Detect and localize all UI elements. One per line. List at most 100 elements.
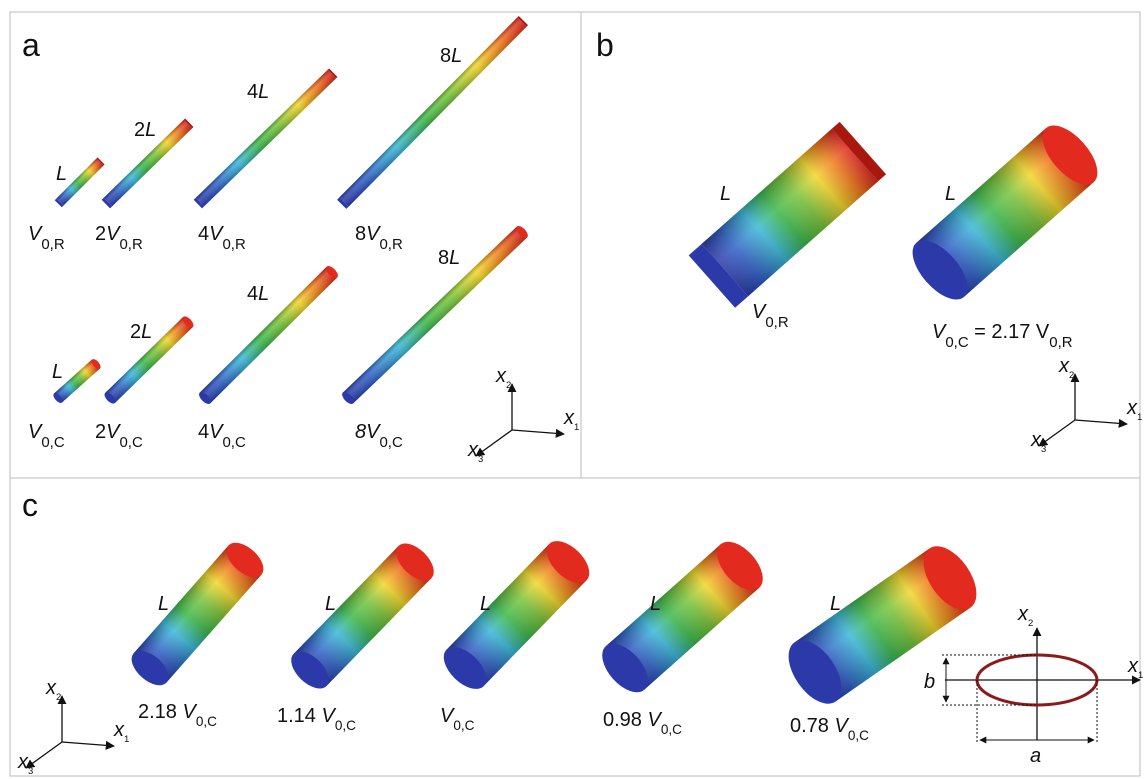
axis-label: x2 xyxy=(1017,603,1033,629)
text-part: 0,C xyxy=(196,714,217,729)
length-label: 2L xyxy=(130,321,152,343)
volume-label: 2.18 V0,C xyxy=(138,701,217,729)
text-part: 8 xyxy=(355,223,366,245)
text-part: 2 xyxy=(56,692,61,703)
axis-label: x1 xyxy=(113,719,129,745)
text-part: 1 xyxy=(1137,412,1142,423)
text-part: 0,C xyxy=(335,718,356,733)
text-part: 3 xyxy=(28,766,33,777)
text-part: 0.98 xyxy=(603,709,647,731)
volume-label: V0,C = 2.17 V0,R xyxy=(932,321,1073,351)
text-part: L xyxy=(480,593,491,615)
text-part: 0,R xyxy=(222,236,245,253)
text-part: 2 xyxy=(95,421,106,443)
rod xyxy=(689,122,886,308)
text-part: 0,C xyxy=(222,434,245,451)
text-part: L xyxy=(650,593,661,615)
text-part: 4 xyxy=(247,81,258,103)
length-label: 4L xyxy=(247,81,269,103)
text-part: 0,R xyxy=(379,236,402,253)
text-part: 0,C xyxy=(453,718,474,733)
dimension-label: a xyxy=(1030,745,1041,767)
volume-label: 4V0,C xyxy=(198,421,246,451)
text-part: 2 xyxy=(1028,618,1033,629)
text-part: 0,R xyxy=(765,314,788,331)
text-part: 0,C xyxy=(848,728,869,743)
text-part: 2 xyxy=(134,119,145,141)
volume-label: 1.14 V0,C xyxy=(277,705,356,733)
rod-shade xyxy=(339,17,526,206)
text-part: 2 xyxy=(130,321,141,343)
text-part: 8 xyxy=(355,421,366,443)
text-part: 2 xyxy=(95,223,106,245)
rod xyxy=(778,537,987,713)
length-label: L xyxy=(52,361,63,383)
figure: abcLV0,R2L2V0,R4L4V0,R8L8V0,RLV0,C2L2V0,… xyxy=(0,0,1144,779)
dimension-label: b xyxy=(924,671,935,693)
panel-label: c xyxy=(22,487,38,523)
text-part: 0,R xyxy=(1049,334,1072,351)
axis-label: x2 xyxy=(495,365,511,391)
volume-label: V0,C xyxy=(440,705,475,733)
text-part: 2 xyxy=(1069,370,1074,381)
text-part: 4 xyxy=(247,283,258,305)
length-label: 4L xyxy=(247,283,269,305)
volume-label: V0,R xyxy=(28,223,65,253)
axis-arrow xyxy=(1075,420,1127,424)
text-part: b xyxy=(924,671,935,693)
volume-label: V0,C xyxy=(28,421,65,451)
text-part: 0,R xyxy=(41,236,64,253)
text-part: L xyxy=(52,361,63,383)
rod xyxy=(285,537,441,696)
text-part: 1 xyxy=(124,734,129,745)
length-label: L xyxy=(945,183,956,205)
text-part: 4 xyxy=(198,421,209,443)
volume-label: 0.98 V0,C xyxy=(603,709,682,737)
rod xyxy=(337,16,528,209)
axis-label: x2 xyxy=(45,677,61,703)
rod xyxy=(436,533,597,696)
length-label: 2L xyxy=(134,119,156,141)
axis-label: x2 xyxy=(1058,355,1074,381)
text-part: 3 xyxy=(1041,444,1046,455)
panel-label: a xyxy=(22,27,40,63)
volume-label: 8V0,R xyxy=(355,223,403,253)
text-part: 0,C xyxy=(119,434,142,451)
text-part: L xyxy=(258,283,269,305)
text-part: 0,R xyxy=(119,236,142,253)
volume-label: 4V0,R xyxy=(198,223,246,253)
volume-label: 2V0,R xyxy=(95,223,143,253)
text-part: L xyxy=(830,593,841,615)
text-part: L xyxy=(158,593,169,615)
text-part: L xyxy=(451,45,462,67)
text-part: L xyxy=(325,593,336,615)
length-label: L xyxy=(56,163,67,185)
volume-label: 0.78 V0,C xyxy=(790,715,869,743)
length-label: L xyxy=(480,593,491,615)
text-part: 1 xyxy=(1138,670,1143,681)
text-part: 0.78 xyxy=(790,715,834,737)
rod xyxy=(125,536,269,692)
length-label: L xyxy=(650,593,661,615)
length-label: L xyxy=(158,593,169,615)
text-part: 1.14 xyxy=(277,705,321,727)
text-part: L xyxy=(56,163,67,185)
text-part: L xyxy=(145,119,156,141)
text-part: 2 xyxy=(506,380,511,391)
volume-label: V0,R xyxy=(752,301,789,331)
volume-label: 8V0,C xyxy=(355,421,403,451)
length-label: 8L xyxy=(438,247,460,269)
axis-arrow xyxy=(1039,420,1075,446)
text-part: 8 xyxy=(440,45,451,67)
text-part: a xyxy=(1030,745,1041,767)
panel-label: b xyxy=(596,27,614,63)
text-part: L xyxy=(720,183,731,205)
text-part: = 2.17 V xyxy=(969,321,1050,343)
text-part: 0,C xyxy=(945,334,968,351)
length-label: L xyxy=(325,593,336,615)
rod xyxy=(594,534,772,701)
axis-label: x1 xyxy=(1127,655,1143,681)
text-part: 2.18 xyxy=(138,701,182,723)
length-label: L xyxy=(830,593,841,615)
axis-arrow xyxy=(62,742,114,746)
